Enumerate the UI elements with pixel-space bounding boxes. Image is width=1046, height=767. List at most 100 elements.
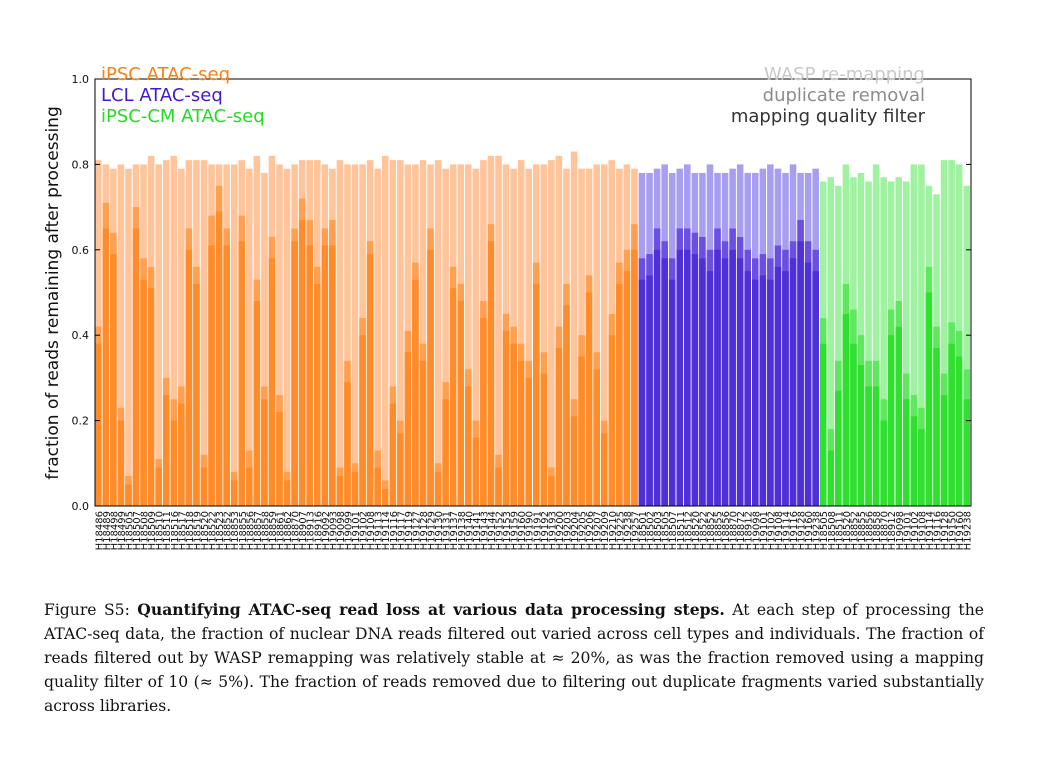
x-tick-label: H19129 — [427, 511, 438, 550]
x-tick-label: H18505 — [661, 511, 672, 550]
bar-mapq — [147, 288, 155, 506]
bar-mapq — [729, 249, 736, 507]
bar-mapq — [374, 467, 381, 506]
x-tick-label: H18511 — [162, 511, 173, 550]
bar-mapq — [842, 313, 850, 506]
x-tick-label: H19152 — [495, 511, 506, 550]
bar-mapq — [910, 416, 918, 506]
x-tick-label: H19238 — [623, 511, 634, 550]
x-tick-label: H19102 — [359, 511, 370, 550]
bar-wasp — [827, 177, 835, 506]
bar-mapq — [857, 365, 865, 506]
bar-mapq — [95, 343, 102, 506]
x-tick-label: H18855 — [857, 511, 868, 550]
x-tick-label: H19200 — [555, 511, 566, 550]
x-tick-label: H18859 — [268, 511, 279, 550]
bar-mapq — [449, 288, 457, 506]
x-tick-label: H19101 — [902, 511, 913, 550]
bar-mapq — [238, 241, 246, 506]
bar-mapq — [253, 301, 261, 506]
bar-mapq — [804, 262, 812, 506]
x-tick-label: H18870 — [729, 511, 740, 550]
bar-wasp — [155, 164, 162, 506]
bar-wasp — [381, 155, 389, 507]
bar-wasp — [872, 164, 880, 506]
x-tick-label: H19160 — [955, 511, 966, 550]
bar-mapq — [608, 335, 616, 506]
x-tick-label: H19117 — [396, 511, 407, 550]
bar-mapq — [412, 279, 419, 506]
bar-mapq — [925, 292, 933, 506]
x-tick-label: H19206 — [585, 511, 596, 550]
bar-mapq — [638, 279, 646, 506]
x-tick-label: H18486 — [94, 511, 105, 550]
bar-mapq — [585, 292, 593, 506]
bar-wasp — [162, 160, 170, 506]
bar-mapq — [132, 228, 140, 506]
x-tick-label: H18856 — [245, 511, 256, 550]
bar-wasp — [434, 160, 442, 506]
bar-wasp — [495, 155, 502, 507]
bar-mapq — [321, 245, 329, 506]
x-tick-label: H19108 — [917, 511, 928, 550]
bar-wasp — [600, 164, 608, 506]
bar-mapq — [548, 476, 555, 506]
x-tick-label: H19204 — [570, 511, 581, 550]
bar-mapq — [110, 254, 117, 506]
bar-wasp — [117, 164, 125, 506]
x-tick-label: H19114 — [781, 511, 792, 550]
bar-mapq — [691, 254, 699, 506]
bar-mapq — [283, 480, 291, 506]
bar-mapq — [631, 249, 638, 507]
bar-mapq — [593, 369, 600, 506]
bar-mapq — [434, 471, 442, 506]
x-tick-label: H19137 — [449, 511, 460, 550]
x-tick-label: H19116 — [789, 511, 800, 550]
x-tick-label: H19098 — [336, 511, 347, 550]
bar-mapq — [774, 266, 782, 506]
bar-mapq — [555, 348, 563, 506]
bar-mapq — [903, 399, 910, 506]
x-tick-label: H18503 — [653, 511, 664, 550]
x-tick-label: H18520 — [200, 511, 211, 550]
x-tick-label: H18516 — [170, 511, 181, 550]
x-tick-label: H18499 — [117, 511, 128, 550]
bar-wasp — [548, 160, 555, 506]
x-tick-label: H18856 — [865, 511, 876, 550]
bar-wasp — [880, 177, 887, 506]
x-tick-label: H19128 — [419, 511, 430, 550]
bar-mapq — [812, 271, 819, 506]
bar-mapq — [782, 271, 789, 506]
bar-wasp — [903, 181, 910, 507]
x-tick-label: H18912 — [744, 511, 755, 550]
bar-mapq — [336, 476, 344, 506]
bar-mapq — [940, 394, 948, 506]
x-tick-label: H19113 — [374, 511, 385, 550]
bar-wasp — [918, 164, 925, 506]
bar-wasp — [442, 168, 449, 507]
x-tick-label: H19127 — [411, 511, 422, 550]
y-axis-label: fraction of reads remaining after proces… — [43, 106, 63, 480]
x-tick-label: H19225 — [615, 511, 626, 550]
bar-mapq — [427, 249, 434, 507]
x-tick-label: H19144 — [487, 511, 498, 550]
bar-mapq — [789, 258, 797, 506]
bar-mapq — [676, 249, 684, 507]
bar-mapq — [215, 211, 223, 506]
bar-mapq — [314, 283, 321, 506]
bar-mapq — [359, 335, 366, 506]
bar-mapq — [752, 279, 759, 506]
caption-figure-label: Figure S5: — [44, 601, 130, 619]
bar-wasp — [835, 185, 842, 506]
figure-caption: Figure S5: Quantifying ATAC-seq read los… — [44, 598, 984, 718]
bar-mapq — [208, 245, 215, 506]
bar-mapq — [404, 352, 412, 506]
x-tick-label: H18853 — [230, 511, 241, 550]
x-tick-label: H19160 — [517, 511, 528, 550]
bar-mapq — [223, 245, 230, 506]
bar-mapq — [653, 249, 661, 507]
x-tick-label: H18507 — [668, 511, 679, 550]
bar-mapq — [306, 245, 313, 506]
legend-cell-type-entry: iPSC ATAC-seq — [101, 64, 230, 85]
